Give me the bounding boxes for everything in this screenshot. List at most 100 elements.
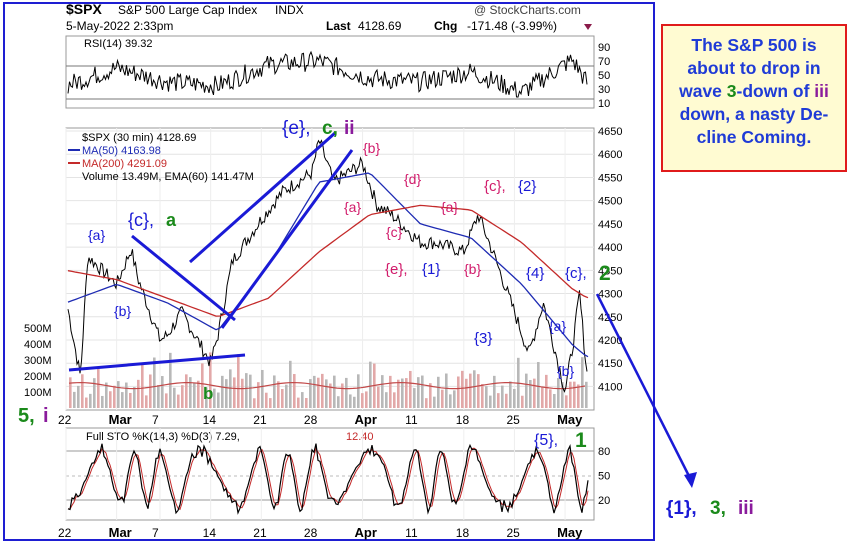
volume-bar bbox=[521, 395, 524, 408]
volume-tick: 300M bbox=[24, 355, 52, 367]
volume-bar bbox=[465, 378, 468, 408]
volume-bar bbox=[161, 376, 164, 408]
volume-bar bbox=[233, 377, 236, 408]
volume-bar bbox=[477, 374, 480, 408]
volume-bar bbox=[125, 382, 128, 408]
x-tick: 28 bbox=[304, 413, 318, 427]
volume-bar bbox=[357, 374, 360, 408]
volume-bar bbox=[481, 384, 484, 408]
x-tick: 18 bbox=[456, 526, 470, 540]
last-value: 4128.69 bbox=[358, 19, 402, 33]
x-tick: 11 bbox=[405, 413, 418, 427]
volume-bar bbox=[293, 374, 296, 408]
price-tick: 4400 bbox=[598, 242, 622, 254]
wave-label-c-a: {c}, bbox=[128, 210, 154, 230]
volume-bar bbox=[341, 383, 344, 408]
sto-tick: 50 bbox=[598, 471, 610, 483]
volume-bar bbox=[117, 381, 120, 408]
annotation-line-3: wave 3-down of iii bbox=[669, 80, 839, 103]
volume-bar bbox=[197, 380, 200, 408]
volume-bar bbox=[581, 357, 584, 408]
x-tick: 21 bbox=[253, 526, 267, 540]
rsi-axis: 90 70 50 30 10 bbox=[598, 42, 610, 110]
wave-label-a-mid: {a} bbox=[344, 199, 361, 215]
wave-label-d-mid: {d} bbox=[404, 171, 421, 187]
volume-bar bbox=[189, 377, 192, 408]
x-axis-sto: 22 Mar 7 14 21 28 Apr 11 18 25 May bbox=[58, 525, 583, 540]
volume-bar bbox=[325, 379, 328, 408]
volume-tick: 200M bbox=[24, 371, 52, 383]
volume-bar bbox=[129, 392, 132, 408]
rsi-tick: 70 bbox=[598, 56, 610, 68]
chart-symbol: $SPX bbox=[66, 1, 102, 17]
volume-bar bbox=[485, 386, 488, 408]
x-tick: 7 bbox=[152, 413, 159, 427]
volume-bar bbox=[269, 398, 272, 408]
wave-label-e-c-ii3: ii bbox=[344, 118, 355, 139]
volume-bar bbox=[557, 378, 560, 408]
volume-bar bbox=[69, 377, 72, 408]
last-label: Last bbox=[326, 19, 351, 33]
volume-bar bbox=[469, 373, 472, 408]
wave-label-b-right: {b} bbox=[557, 363, 574, 379]
volume-bar bbox=[349, 394, 352, 408]
price-tick: 4300 bbox=[598, 289, 622, 301]
volume-bar bbox=[217, 392, 220, 408]
volume-bar bbox=[181, 385, 184, 408]
volume-bar bbox=[501, 385, 504, 408]
volume-ema-line bbox=[68, 381, 586, 390]
volume-bar bbox=[305, 397, 308, 408]
channel-lower bbox=[220, 149, 354, 329]
wave-label-4: {4} bbox=[526, 265, 544, 282]
wave-label-e-1: {e}, bbox=[385, 261, 408, 278]
chart-name: S&P 500 Large Cap Index bbox=[118, 3, 257, 17]
volume-bar bbox=[449, 394, 452, 408]
x-tick: 25 bbox=[506, 413, 520, 427]
volume-bar bbox=[321, 373, 324, 408]
x-tick: 28 bbox=[304, 526, 318, 540]
annotation-line-4: down, a nasty De- bbox=[679, 104, 829, 124]
volume-bar bbox=[201, 363, 204, 408]
volume-bar bbox=[173, 387, 176, 408]
volume-tick: 400M bbox=[24, 339, 52, 351]
chart-exchange: INDX bbox=[275, 3, 304, 17]
volume-bar bbox=[225, 379, 228, 408]
volume-bar bbox=[509, 381, 512, 408]
trendline-support bbox=[68, 353, 246, 372]
annotation-l3d: iii bbox=[814, 81, 829, 101]
x-tick: 14 bbox=[203, 413, 217, 427]
volume-bar bbox=[437, 376, 440, 408]
wave-label-a-right: {a} bbox=[549, 318, 566, 334]
wave-label-c-2: {c}, bbox=[484, 178, 506, 195]
annotation-line-5: cline Coming. bbox=[696, 127, 812, 147]
x-tick: Mar bbox=[109, 525, 132, 540]
wave-label-b: {b} bbox=[114, 303, 131, 319]
price-tick: 4650 bbox=[598, 126, 622, 138]
volume-bar bbox=[301, 392, 304, 408]
volume-bar bbox=[505, 393, 508, 408]
wave-label-b-mid2: {b} bbox=[464, 261, 481, 277]
volume-bar bbox=[137, 379, 140, 408]
trendline-wave-a bbox=[131, 234, 236, 322]
wave-label-c-2b: {2} bbox=[518, 178, 536, 195]
legend-ma50: MA(50) 4163.98 bbox=[82, 145, 161, 157]
volume-bar bbox=[365, 391, 368, 408]
volume-bar bbox=[133, 387, 136, 408]
wave-label-5-i: 5, bbox=[18, 405, 35, 427]
volume-bar bbox=[153, 357, 156, 408]
volume-bar bbox=[273, 375, 276, 408]
volume-bar bbox=[473, 370, 476, 408]
volume-bar bbox=[313, 375, 316, 408]
volume-bar bbox=[381, 375, 384, 408]
volume-bar bbox=[573, 381, 576, 408]
volume-bar bbox=[85, 397, 88, 408]
volume-bar bbox=[585, 381, 588, 408]
volume-bar bbox=[205, 387, 208, 408]
volume-bar bbox=[345, 377, 348, 408]
sto-k-line bbox=[67, 443, 589, 515]
down-arrow-icon bbox=[584, 24, 592, 30]
volume-bar bbox=[425, 398, 428, 408]
volume-bar bbox=[101, 395, 104, 408]
wave-label-c-right: {c}, bbox=[565, 265, 587, 282]
volume-bar bbox=[385, 392, 388, 408]
